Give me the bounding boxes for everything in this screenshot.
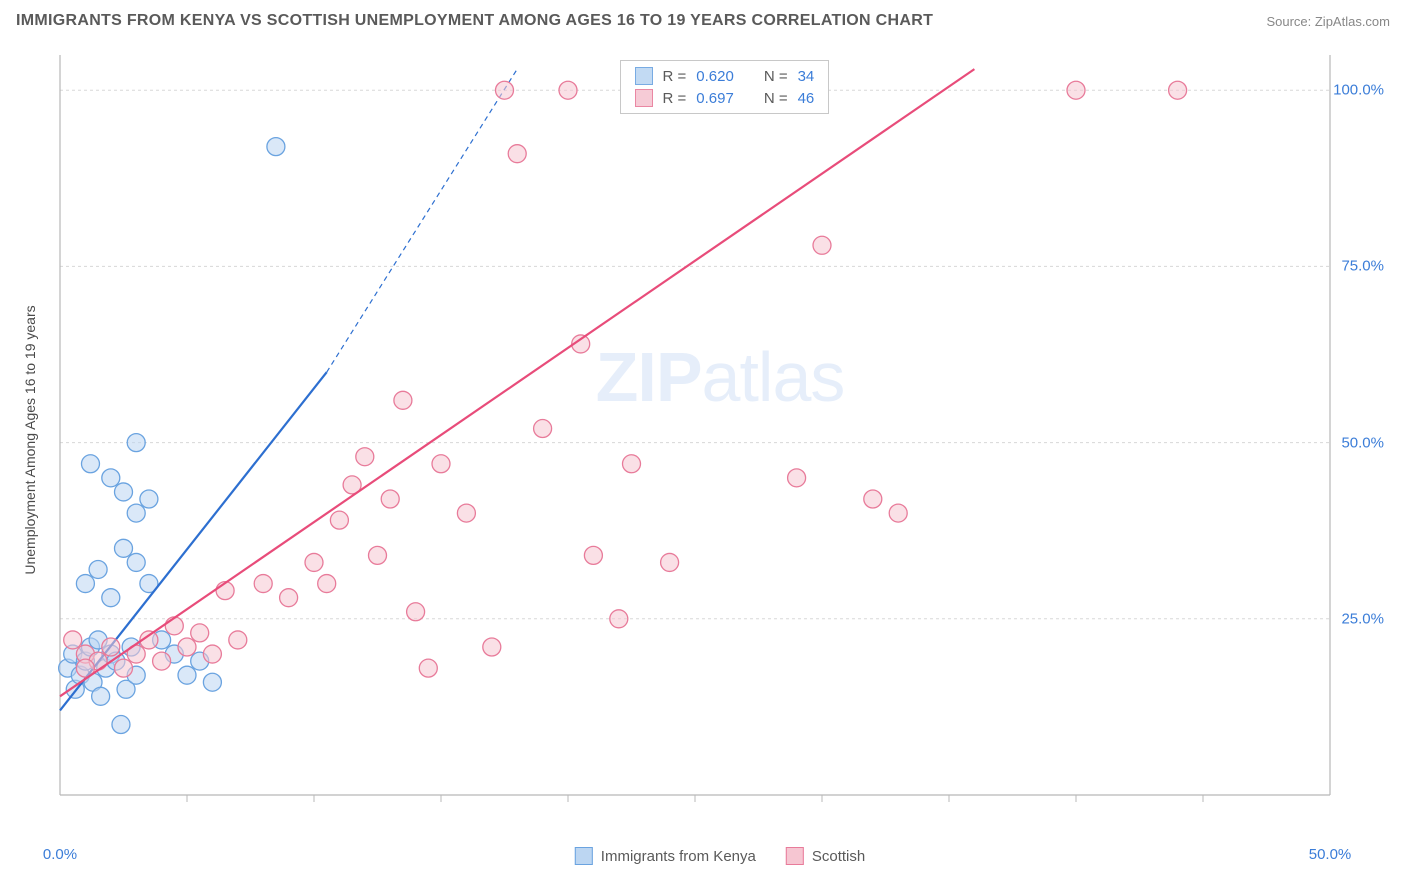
series-legend: Immigrants from Kenya Scottish xyxy=(575,847,865,865)
legend-row: R = 0.620 N = 34 xyxy=(635,67,815,85)
data-point xyxy=(864,490,882,508)
legend-n-label: N = xyxy=(764,68,788,85)
chart-source: Source: ZipAtlas.com xyxy=(1266,14,1390,29)
data-point xyxy=(508,145,526,163)
data-point xyxy=(496,81,514,99)
data-point xyxy=(534,420,552,438)
data-point xyxy=(178,666,196,684)
legend-r-label: R = xyxy=(663,68,687,85)
legend-n-label: N = xyxy=(764,90,788,107)
data-point xyxy=(1169,81,1187,99)
data-point xyxy=(356,448,374,466)
data-point xyxy=(381,490,399,508)
data-point xyxy=(559,81,577,99)
legend-swatch xyxy=(635,89,653,107)
ytick-label: 25.0% xyxy=(1341,610,1384,627)
data-point xyxy=(191,624,209,642)
legend-label: Scottish xyxy=(812,848,865,865)
data-point xyxy=(483,638,501,656)
data-point xyxy=(76,575,94,593)
y-axis-label: Unemployment Among Ages 16 to 19 years xyxy=(22,305,38,574)
data-point xyxy=(419,659,437,677)
data-point xyxy=(89,560,107,578)
chart-header: IMMIGRANTS FROM KENYA VS SCOTTISH UNEMPL… xyxy=(16,12,1390,30)
data-point xyxy=(127,434,145,452)
data-point xyxy=(623,455,641,473)
data-point xyxy=(330,511,348,529)
legend-item: Scottish xyxy=(786,847,865,865)
data-point xyxy=(165,617,183,635)
ytick-label: 50.0% xyxy=(1341,434,1384,451)
data-point xyxy=(140,490,158,508)
ytick-label: 75.0% xyxy=(1341,258,1384,275)
data-point xyxy=(203,645,221,663)
data-point xyxy=(788,469,806,487)
legend-n-value: 34 xyxy=(798,68,815,85)
data-point xyxy=(102,469,120,487)
legend-row: R = 0.697 N = 46 xyxy=(635,89,815,107)
xtick-label: 50.0% xyxy=(1309,846,1352,863)
data-point xyxy=(407,603,425,621)
data-point xyxy=(1067,81,1085,99)
data-point xyxy=(115,483,133,501)
data-point xyxy=(457,504,475,522)
legend-r-label: R = xyxy=(663,90,687,107)
legend-label: Immigrants from Kenya xyxy=(601,848,756,865)
plot-container: Unemployment Among Ages 16 to 19 years Z… xyxy=(50,45,1390,835)
ytick-label: 100.0% xyxy=(1333,82,1384,99)
data-point xyxy=(92,687,110,705)
data-point xyxy=(394,391,412,409)
data-point xyxy=(102,589,120,607)
xtick-label: 0.0% xyxy=(43,846,77,863)
legend-swatch xyxy=(786,847,804,865)
data-point xyxy=(81,455,99,473)
data-point xyxy=(584,546,602,564)
trend-line-ext xyxy=(327,69,518,372)
data-point xyxy=(318,575,336,593)
data-point xyxy=(115,539,133,557)
data-point xyxy=(813,236,831,254)
data-point xyxy=(610,610,628,628)
data-point xyxy=(178,638,196,656)
data-point xyxy=(267,138,285,156)
data-point xyxy=(229,631,247,649)
data-point xyxy=(115,659,133,677)
data-point xyxy=(112,716,130,734)
data-point xyxy=(369,546,387,564)
legend-item: Immigrants from Kenya xyxy=(575,847,756,865)
data-point xyxy=(889,504,907,522)
data-point xyxy=(305,553,323,571)
chart-title: IMMIGRANTS FROM KENYA VS SCOTTISH UNEMPL… xyxy=(16,12,933,30)
scatter-plot xyxy=(50,45,1390,835)
data-point xyxy=(254,575,272,593)
data-point xyxy=(127,504,145,522)
legend-n-value: 46 xyxy=(798,90,815,107)
legend-swatch xyxy=(575,847,593,865)
data-point xyxy=(102,638,120,656)
data-point xyxy=(280,589,298,607)
correlation-legend: R = 0.620 N = 34 R = 0.697 N = 46 xyxy=(620,60,830,114)
data-point xyxy=(153,652,171,670)
legend-r-value: 0.697 xyxy=(696,90,734,107)
data-point xyxy=(432,455,450,473)
legend-swatch xyxy=(635,67,653,85)
data-point xyxy=(127,553,145,571)
data-point xyxy=(203,673,221,691)
legend-r-value: 0.620 xyxy=(696,68,734,85)
data-point xyxy=(661,553,679,571)
data-point xyxy=(64,631,82,649)
